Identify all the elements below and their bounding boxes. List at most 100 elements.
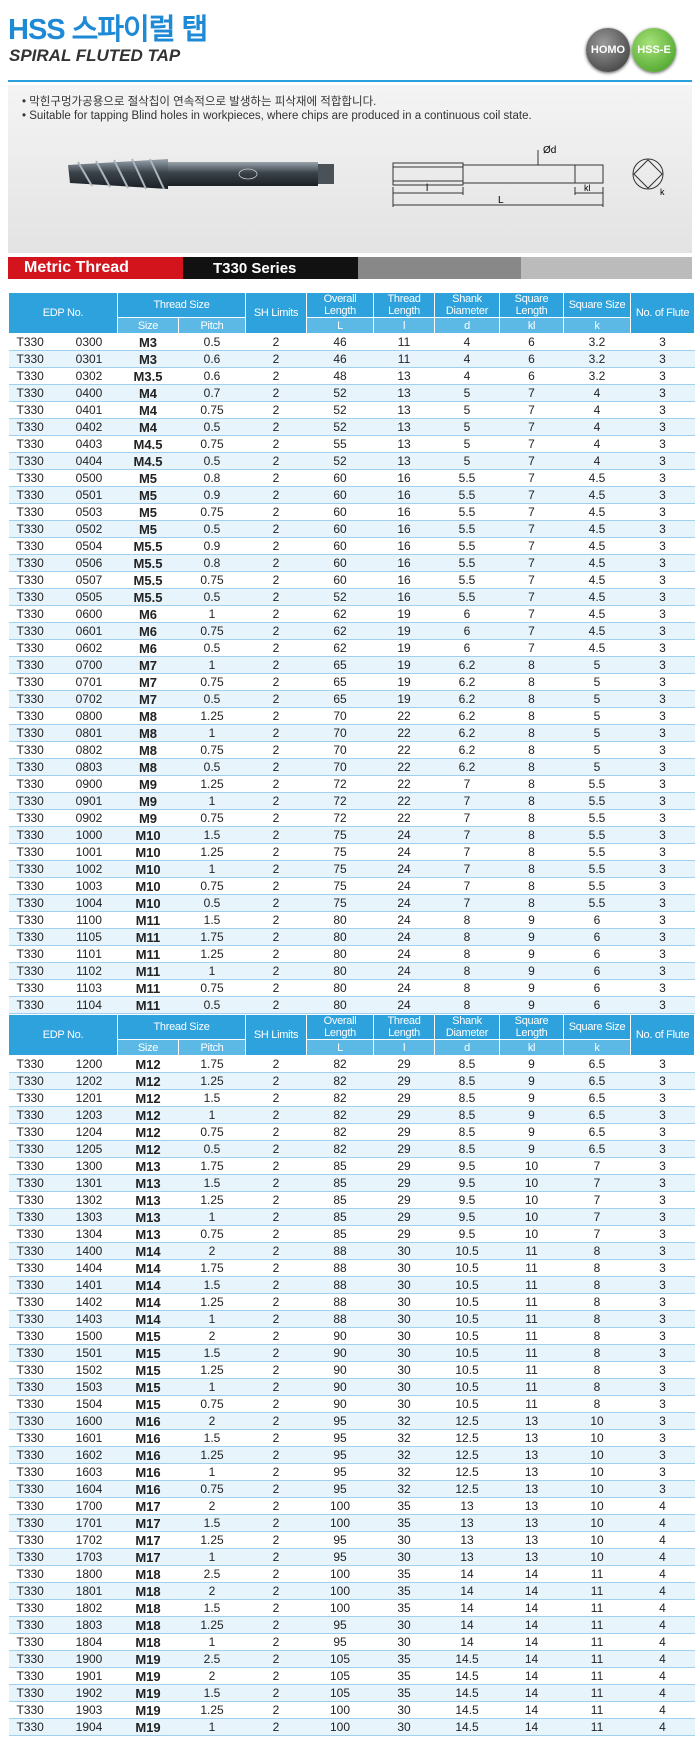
cell: M9 [117, 792, 179, 810]
cell: 3 [630, 1089, 695, 1107]
cell: 7 [563, 1208, 631, 1226]
cell: 5.5 [563, 809, 631, 827]
cell: T330 [8, 503, 61, 521]
table-row: T330 1404 M14 1.75 2 88 30 10.5 11 8 3 [8, 1259, 695, 1277]
cell: T330 [8, 1582, 61, 1600]
cell: 3 [630, 1463, 695, 1481]
cell: 9.5 [434, 1174, 500, 1192]
cell: 9 [499, 1055, 564, 1073]
cell: 11 [563, 1633, 631, 1651]
cell: 2 [245, 1174, 307, 1192]
cell: 14 [499, 1718, 564, 1736]
cell: T330 [8, 1599, 61, 1617]
cell: 2 [245, 741, 307, 759]
cell: T330 [8, 418, 61, 436]
rule [8, 80, 692, 82]
table-row: T330 1004 M10 0.5 2 75 24 7 8 5.5 3 [8, 894, 695, 912]
cell: 2 [245, 1548, 307, 1566]
cell: 14 [499, 1565, 564, 1583]
cell: 5.5 [563, 860, 631, 878]
cell: 75 [306, 877, 374, 895]
cell: 4.5 [563, 486, 631, 504]
cell: 8.5 [434, 1123, 500, 1141]
cell: 3 [630, 1157, 695, 1175]
cell: M8 [117, 724, 179, 742]
cell: 3 [630, 656, 695, 674]
cell: 6.2 [434, 656, 500, 674]
cell: 5 [434, 384, 500, 402]
table-row: T330 0902 M9 0.75 2 72 22 7 8 5.5 3 [8, 809, 695, 827]
cell: 6.2 [434, 707, 500, 725]
cell: T330 [8, 1565, 61, 1583]
cell: 1 [178, 605, 246, 623]
cell: 2.5 [178, 1565, 246, 1583]
cell: 30 [373, 1361, 435, 1379]
cell: 1 [178, 1633, 246, 1651]
cell: 30 [373, 1242, 435, 1260]
cell: 3 [630, 367, 695, 385]
cell: 1.5 [178, 1174, 246, 1192]
cell: 3 [630, 1276, 695, 1294]
cell: 3 [630, 724, 695, 742]
cell: 6 [563, 945, 631, 963]
cell: 13 [499, 1412, 564, 1430]
table-row: T330 1700 M17 2 2 100 35 13 13 10 4 [8, 1497, 695, 1515]
cell: 0.75 [178, 1123, 246, 1141]
cell: T330 [8, 843, 61, 861]
table-row: T330 1503 M15 1 2 90 30 10.5 11 8 3 [8, 1378, 695, 1396]
cell: 8 [434, 928, 500, 946]
cell: T330 [8, 1429, 61, 1447]
cell: 0.5 [178, 894, 246, 912]
cell: 6.5 [563, 1140, 631, 1158]
cell: 2 [245, 1361, 307, 1379]
cell: 10.5 [434, 1327, 500, 1345]
cell: 1.25 [178, 1072, 246, 1090]
table-row: T330 1300 M13 1.75 2 85 29 9.5 10 7 3 [8, 1157, 695, 1175]
cell: 0.75 [178, 1395, 246, 1413]
spec-table: EDP No. Thread Size SH Limits Overall Lengt… [8, 292, 696, 1014]
cell: 0900 [60, 775, 118, 793]
cell: T330 [8, 809, 61, 827]
cell: 2 [245, 826, 307, 844]
cell: M12 [117, 1072, 179, 1090]
cell: 2 [245, 1123, 307, 1141]
cell: 9 [499, 1106, 564, 1124]
cell: 1001 [60, 843, 118, 861]
cell: 16 [373, 520, 435, 538]
cell: 14 [499, 1616, 564, 1634]
cell: M18 [117, 1565, 179, 1583]
cell: 1.25 [178, 1701, 246, 1719]
cell: 9 [499, 962, 564, 980]
cell: 3 [630, 1429, 695, 1447]
cell: M10 [117, 877, 179, 895]
cell: T330 [8, 350, 61, 368]
table-row: T330 1602 M16 1.25 2 95 32 12.5 13 10 3 [8, 1446, 695, 1464]
cell: 0.75 [178, 435, 246, 453]
cell: 55 [306, 435, 374, 453]
cell: 4 [563, 401, 631, 419]
cell: 3.2 [563, 367, 631, 385]
cell: 0601 [60, 622, 118, 640]
cell: 32 [373, 1429, 435, 1447]
table-row: T330 0502 M5 0.5 2 60 16 5.5 7 4.5 3 [8, 520, 695, 538]
cell: 5 [434, 418, 500, 436]
cell: 1702 [60, 1531, 118, 1549]
cell: 0.75 [178, 503, 246, 521]
cell: T330 [8, 435, 61, 453]
cell: 14 [499, 1582, 564, 1600]
cell: 2 [245, 1463, 307, 1481]
cell: 7 [499, 537, 564, 555]
cell: 3 [630, 639, 695, 657]
header-cell: Shank Diameter [434, 1014, 501, 1040]
cell: 13 [373, 435, 435, 453]
cell: 0801 [60, 724, 118, 742]
cell: 1403 [60, 1310, 118, 1328]
cell: 22 [373, 809, 435, 827]
cell: M16 [117, 1412, 179, 1430]
cell: 48 [306, 367, 374, 385]
cell: 8 [563, 1395, 631, 1413]
cell: 75 [306, 894, 374, 912]
table-row: T330 1702 M17 1.25 2 95 30 13 13 10 4 [8, 1531, 695, 1549]
